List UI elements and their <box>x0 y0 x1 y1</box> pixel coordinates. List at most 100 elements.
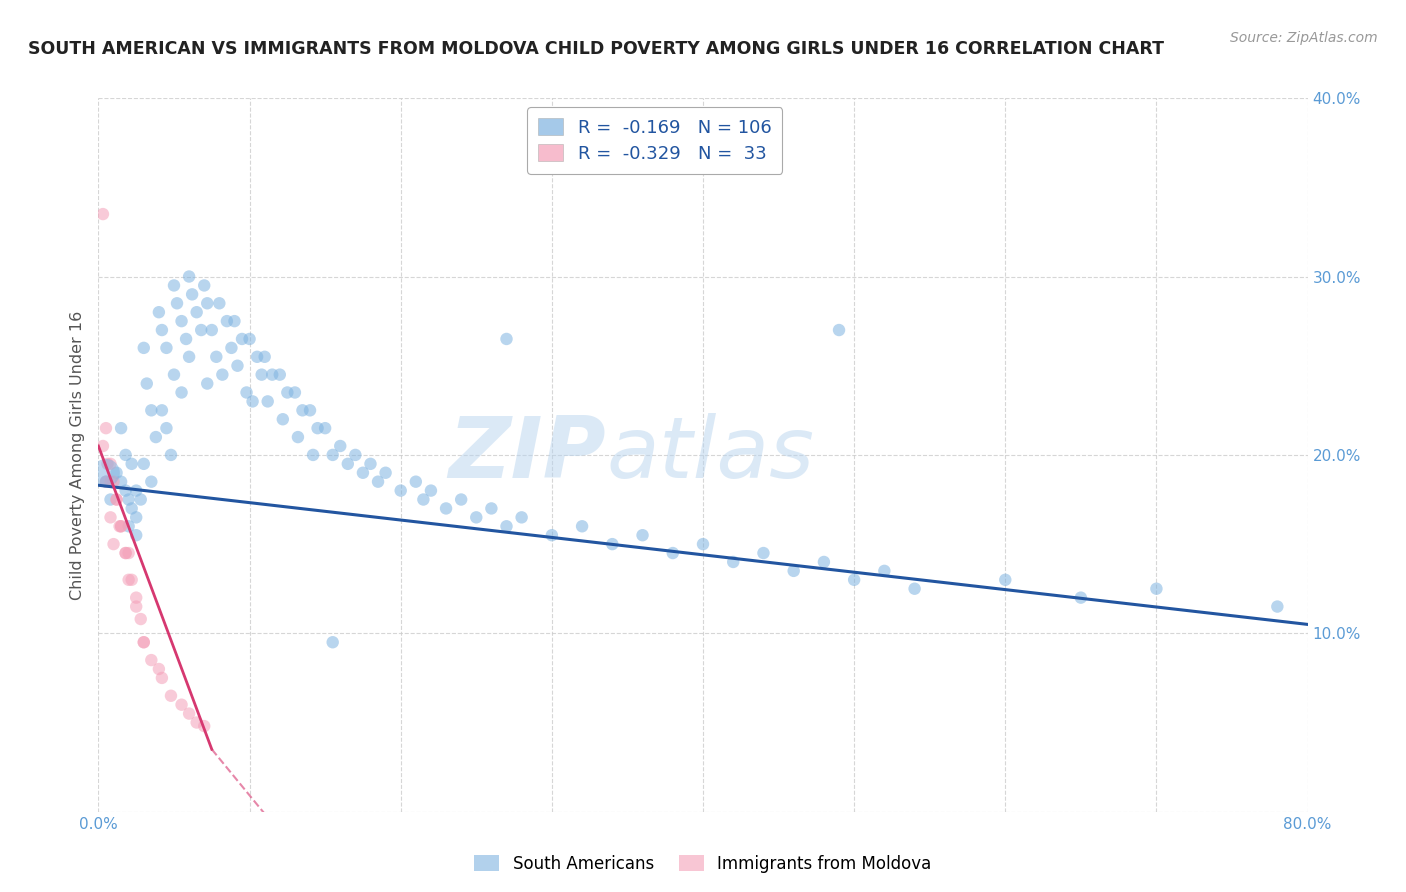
Point <box>170 385 193 400</box>
Point <box>100 510 122 524</box>
Point <box>103 475 125 489</box>
Point <box>114 448 136 462</box>
Point <box>271 412 294 426</box>
Point <box>215 314 238 328</box>
Point <box>129 492 152 507</box>
Point <box>195 376 218 391</box>
Point <box>150 403 173 417</box>
Point <box>231 332 253 346</box>
Point <box>299 403 322 417</box>
Point <box>110 519 132 533</box>
Text: atlas: atlas <box>606 413 814 497</box>
Point <box>186 715 208 730</box>
Point <box>242 394 264 409</box>
Legend: South Americans, Immigrants from Moldova: South Americans, Immigrants from Moldova <box>468 848 938 880</box>
Point <box>434 501 457 516</box>
Point <box>256 394 278 409</box>
Point <box>132 341 155 355</box>
Point <box>163 278 186 293</box>
Point <box>367 475 389 489</box>
Text: Source: ZipAtlas.com: Source: ZipAtlas.com <box>1230 31 1378 45</box>
Point <box>160 689 183 703</box>
Point <box>495 519 517 533</box>
Point <box>269 368 291 382</box>
Point <box>284 385 307 400</box>
Point <box>571 519 593 533</box>
Point <box>110 475 132 489</box>
Point <box>170 314 193 328</box>
Point <box>481 501 503 516</box>
Point <box>155 341 177 355</box>
Point <box>118 492 141 507</box>
Point <box>163 368 186 382</box>
Point <box>322 448 344 462</box>
Point <box>201 323 224 337</box>
Point <box>253 350 276 364</box>
Point <box>118 573 141 587</box>
Point <box>125 599 148 614</box>
Point <box>148 662 170 676</box>
Point <box>103 537 125 551</box>
Point <box>141 653 163 667</box>
Point <box>105 492 128 507</box>
Point <box>108 519 131 533</box>
Point <box>179 706 201 721</box>
Point <box>132 457 155 471</box>
Point <box>132 635 155 649</box>
Point <box>150 323 173 337</box>
Point <box>602 537 624 551</box>
Point <box>100 475 122 489</box>
Point <box>262 368 284 382</box>
Point <box>844 573 866 587</box>
Point <box>360 457 382 471</box>
Point <box>344 448 367 462</box>
Point <box>510 510 533 524</box>
Point <box>631 528 654 542</box>
Point <box>125 483 148 498</box>
Point <box>145 430 167 444</box>
Text: ZIP: ZIP <box>449 413 606 497</box>
Point <box>121 501 143 516</box>
Point <box>150 671 173 685</box>
Point <box>723 555 745 569</box>
Point <box>307 421 329 435</box>
Point <box>239 332 262 346</box>
Point <box>465 510 488 524</box>
Point <box>314 421 336 435</box>
Point <box>121 457 143 471</box>
Point <box>190 323 212 337</box>
Point <box>1144 582 1167 596</box>
Point <box>224 314 246 328</box>
Point <box>1070 591 1092 605</box>
Point <box>170 698 193 712</box>
Point <box>195 296 218 310</box>
Point <box>121 573 143 587</box>
Point <box>405 475 427 489</box>
Point <box>141 403 163 417</box>
Point <box>100 492 122 507</box>
Point <box>125 510 148 524</box>
Point <box>193 719 215 733</box>
Point <box>661 546 683 560</box>
Point <box>208 296 231 310</box>
Point <box>412 492 434 507</box>
Point <box>211 368 233 382</box>
Point <box>495 332 517 346</box>
Point <box>336 457 359 471</box>
Point <box>118 546 141 560</box>
Point <box>160 448 183 462</box>
Point <box>110 421 132 435</box>
Point <box>174 332 197 346</box>
Point <box>813 555 835 569</box>
Point <box>96 457 118 471</box>
Point <box>752 546 775 560</box>
Point <box>94 475 117 489</box>
Point <box>91 439 114 453</box>
Point <box>287 430 309 444</box>
Point <box>873 564 896 578</box>
Legend: R =  -0.169   N = 106, R =  -0.329   N =  33: R = -0.169 N = 106, R = -0.329 N = 33 <box>527 107 782 174</box>
Point <box>118 519 141 533</box>
Text: SOUTH AMERICAN VS IMMIGRANTS FROM MOLDOVA CHILD POVERTY AMONG GIRLS UNDER 16 COR: SOUTH AMERICAN VS IMMIGRANTS FROM MOLDOV… <box>28 40 1164 58</box>
Point <box>135 376 157 391</box>
Point <box>540 528 562 542</box>
